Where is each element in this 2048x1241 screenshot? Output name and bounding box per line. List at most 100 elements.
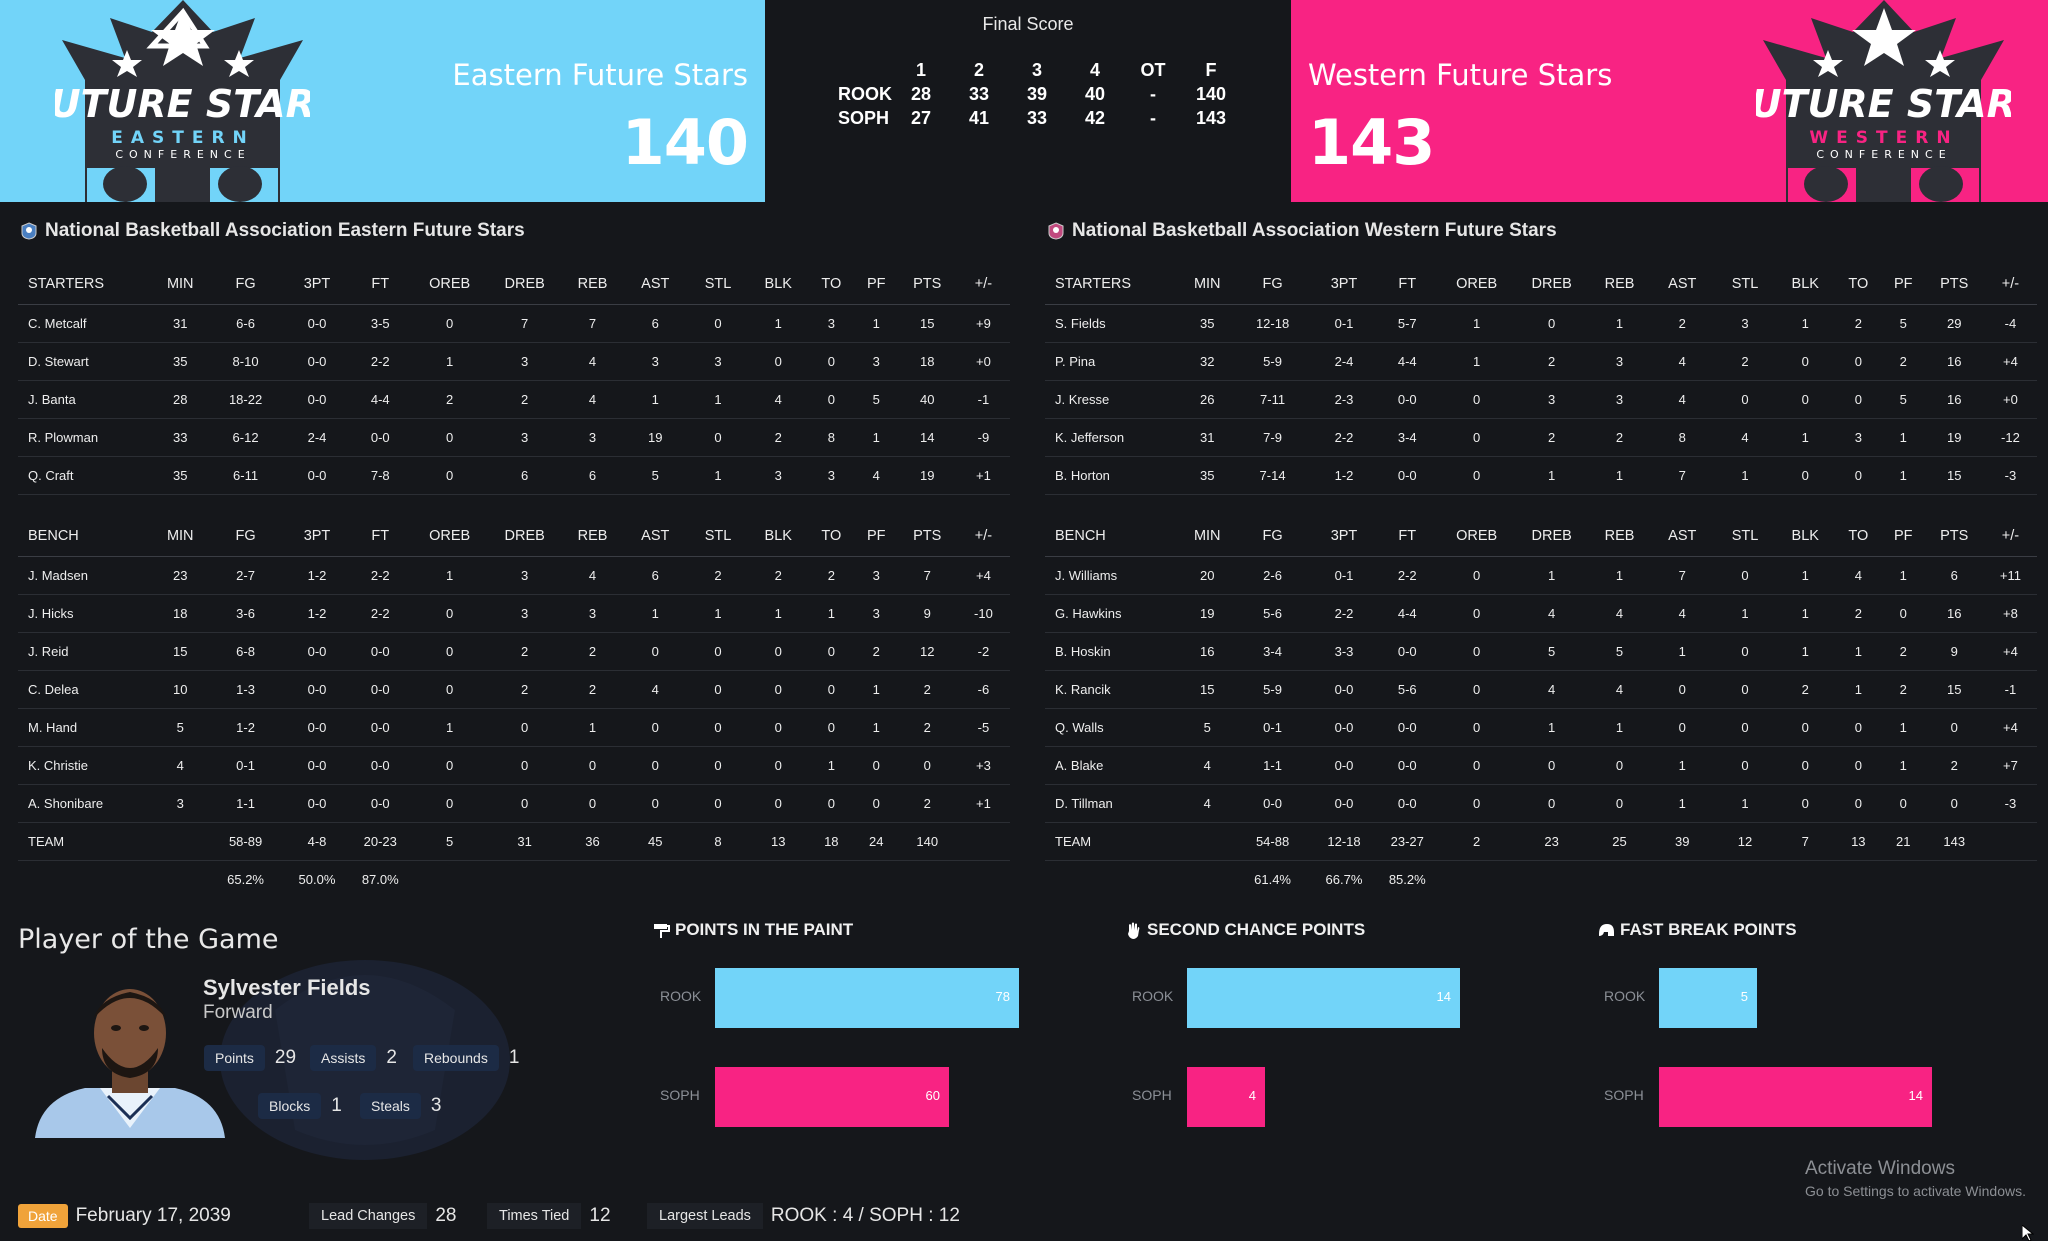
stat-cell: 0-0 [348,632,412,671]
stat-cell: 0 [854,784,898,823]
stat-cell: FT [348,264,412,305]
stat-cell [1925,861,1984,899]
stat-cell: 65.2% [227,872,264,887]
stat-cell: 23 [1514,822,1589,861]
stat-cell: 2 [1438,822,1515,861]
stat-cell: AST [1650,264,1715,305]
stat-cell: 0 [561,784,624,823]
stat-cell: 0 [623,708,688,747]
stat-cell: 0-0 [285,304,349,343]
bench-header-row: BENCH MIN FG 3PT FT OREB DREB REB AST STL BLK TO PF P… [1045,516,2037,557]
stat-cell: 3PT [1312,264,1376,305]
player-name: Sylvester Fields [203,975,371,1000]
stat-cell: 0 [1881,594,1925,633]
stat-cell: -5 [956,708,1010,747]
stat-cell: 7 [561,304,624,343]
date-badge: Date [18,1204,68,1228]
stat-cell: 2-7 [205,556,286,595]
stat-cell: DREB [1514,264,1589,305]
stat-cell: 3 [854,342,898,381]
stat-cell: 8 [1650,418,1715,457]
stat-cell: +3 [956,746,1010,785]
player-row: C. Metcalf 31 6-6 0-0 3-5 0 7 7 6 0 1 3 1 15 +9 [18,304,1010,343]
stat-rebounds-label: Rebounds [413,1045,499,1071]
stat-cell: 7 [487,304,562,343]
stat-cell: 1 [1775,594,1835,633]
stat-cell: 0 [748,784,808,823]
stat-cell: BLK [748,264,808,305]
stat-cell: +4 [1983,708,2037,747]
stat-cell: PF [854,264,898,305]
stat-cell: 15 [1181,670,1233,709]
row-label-cell: K. Jefferson [1045,418,1182,457]
stat-cell [957,861,1010,899]
stat-cell: 20-23 [348,822,412,861]
stat-cell: 2-6 [1232,556,1313,595]
stat-points-value: 29 [274,1047,297,1068]
stat-cell: 5 [623,456,688,495]
row-label-cell [18,861,155,899]
chart-bar-soph: 14 [1659,1067,1932,1127]
stat-cell: 1 [1775,304,1835,343]
stat-cell: 5 [1181,708,1233,747]
stat-cell [1983,822,2037,861]
stat-cell: 2-2 [1312,594,1376,633]
stat-cell [1835,861,1882,899]
stat-cell: 29 [1924,304,1984,343]
stat-cell: OREB [411,264,488,305]
stat-cell: 4 [1514,594,1589,633]
stat-points-label: Points [204,1045,265,1071]
stat-cell: 85.2% [1388,872,1426,887]
stat-cell [808,861,855,899]
stat-cell: 2 [748,418,808,457]
stat-cell: 4-4 [348,380,412,419]
stat-cell: 0 [897,746,957,785]
player-row: B. Hoskin 16 3-4 3-3 0-0 0 5 5 1 0 1 1 2 9 +4 [1045,632,2037,671]
stat-cell: 33 [154,418,206,457]
stat-cell: 0 [1438,556,1515,595]
stat-cell: 6 [623,556,688,595]
stat-cell: 4 [1514,670,1589,709]
row-label-cell: S. Fields [1045,304,1182,343]
stat-cell: 6-12 [205,418,286,457]
player-row: P. Pina 32 5-9 2-4 4-4 1 2 3 4 2 0 0 2 16 +4 [1045,342,2037,381]
stat-cell: 4 [1588,594,1651,633]
stat-cell: 3-4 [1232,632,1313,671]
stat-cell: 0 [1438,632,1515,671]
player-row: A. Blake 4 1-1 0-0 0-0 0 0 0 1 0 0 0 1 2 +7 [1045,746,2037,785]
row-label-cell: D. Stewart [18,342,155,381]
player-row: J. Kresse 26 7-11 2-3 0-0 0 3 3 4 0 0 0 5 16 +0 [1045,380,2037,419]
stat-cell: 1 [1438,304,1515,343]
stat-cell: 0-0 [1375,380,1439,419]
row-label-cell: Q. Craft [18,456,155,495]
stat-cell: 3 [487,594,562,633]
stat-cell: STL [687,516,749,557]
stat-cell: 16 [1924,380,1984,419]
times-tied-label: Times Tied [487,1203,582,1229]
stat-cell: PTS [1924,264,1984,305]
stat-cell: FG [205,264,286,305]
stat-cell: 0 [1714,380,1776,419]
stat-cell: 0 [687,418,749,457]
stat-cell: 3-6 [205,594,286,633]
stat-cell [1181,822,1233,861]
stat-cell: 14 [897,418,957,457]
stat-cell: 4 [1588,670,1651,709]
stat-cell: AST [1650,516,1715,557]
stat-cell: 1 [1881,418,1925,457]
paint-roller-icon [654,923,670,938]
stat-cell: +4 [956,556,1010,595]
stat-cell: 1-2 [285,594,349,633]
footer-lead-changes: Lead Changes 28 [309,1201,456,1231]
stat-cell: 2 [748,556,808,595]
stat-cell: -6 [956,670,1010,709]
stat-cell [855,861,898,899]
west-team-score: 143 [1308,106,1435,179]
stat-cell: 2-2 [348,556,412,595]
stat-cell: TO [1834,516,1882,557]
stat-cell: 2 [1881,342,1925,381]
stat-cell: 28 [154,380,206,419]
stat-cell: 0-0 [285,784,349,823]
player-row: K. Rancik 15 5-9 0-0 5-6 0 4 4 0 0 2 1 2 15 -1 [1045,670,2037,709]
stat-cell: 0 [411,594,488,633]
